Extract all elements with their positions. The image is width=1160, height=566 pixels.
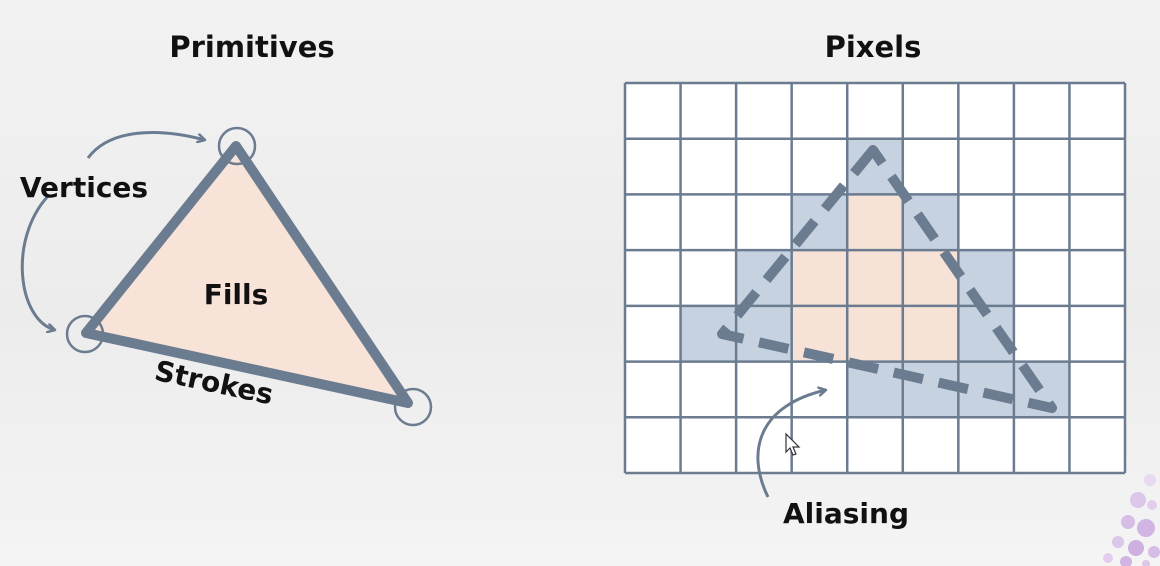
pixel-edge [902,194,959,251]
pixel-grid [623,81,1127,475]
aliasing-arrow [756,390,826,498]
vertex-marker-right [393,387,433,427]
aliased-triangle-outline [717,145,1057,413]
vertices-arrow-left [20,194,55,330]
vertex-marker-top [217,126,257,166]
pixel-interior [847,305,903,362]
pixel-interior [847,250,903,306]
pixel-edge [958,250,1014,306]
vertex-marker-left [65,314,105,354]
pixels-title: Pixels [825,30,922,64]
triangle-fill [86,146,408,403]
decorative-dots [1103,474,1160,566]
primitives-panel: Primitives Vertices Fills Strokes [20,30,433,427]
triangle-stroke [81,141,413,408]
pixels-panel: Pixels Aliasing [623,30,1127,530]
pixel-interior [902,305,959,362]
vertices-arrow-top [86,131,205,159]
mouse-cursor-icon [785,432,801,456]
vertices-label: Vertices [20,171,148,204]
aliasing-label: Aliasing [783,497,909,530]
primitives-title: Primitives [169,30,334,64]
pixel-interior [847,194,903,251]
pixel-interior [791,250,848,306]
fills-label: Fills [204,278,269,311]
